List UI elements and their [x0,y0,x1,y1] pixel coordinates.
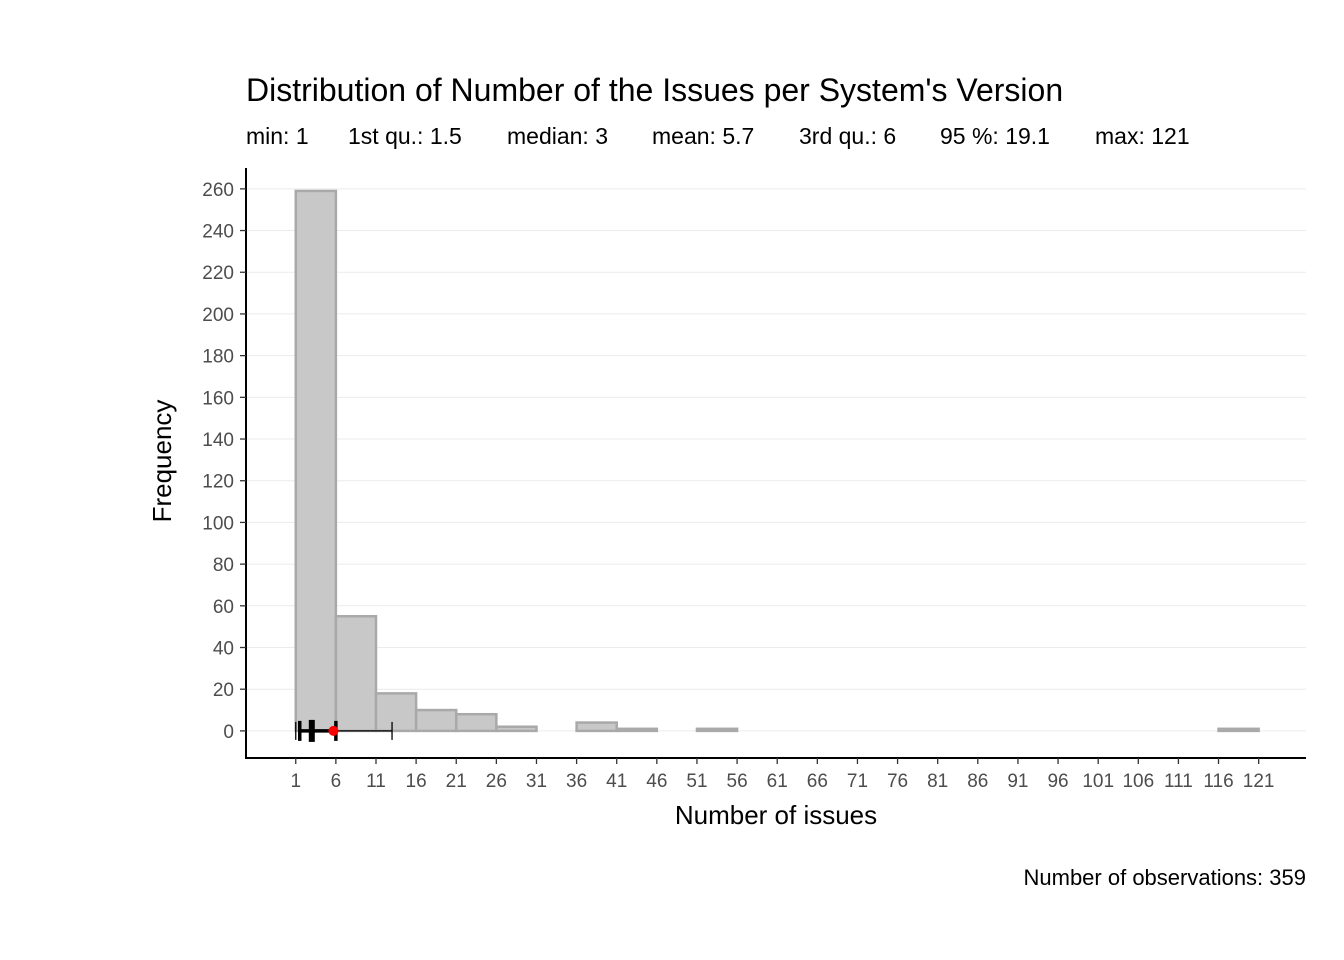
y-tick-label-20: 20 [213,680,234,701]
x-tick-label-111: 111 [1164,771,1193,792]
bar-36 [575,721,618,733]
x-tick-label-46: 46 [646,771,667,792]
x-tick-label-36: 36 [566,771,587,792]
x-tick-label-91: 91 [1007,771,1028,792]
y-tick-label-80: 80 [213,555,234,576]
histogram-bars [294,189,1260,733]
x-tick-label-116: 116 [1203,771,1233,792]
y-tick-label-200: 200 [202,305,234,326]
stat-max: max: 121 [1095,123,1190,149]
bar-21 [454,712,498,733]
x-tick-label-41: 41 [606,771,627,792]
y-tick-label-220: 220 [202,263,234,284]
bar-116 [1217,727,1260,733]
stat-q1: 1st qu.: 1.5 [348,123,462,149]
bar-16 [414,708,458,733]
stat-median: median: 3 [507,123,608,149]
x-tick-label-96: 96 [1047,771,1068,792]
observation-count-caption: Number of observations: 359 [1024,865,1307,890]
x-tick-label-26: 26 [486,771,507,792]
mean-point [328,725,339,736]
x-axis-title: Number of issues [675,800,877,830]
y-tick-label-140: 140 [202,430,234,451]
x-tick-label-81: 81 [927,771,948,792]
grid-lines [246,188,1306,732]
x-tick-label-86: 86 [967,771,988,792]
y-tick-label-40: 40 [213,639,234,660]
y-tick-label-120: 120 [202,472,234,493]
stat-mean: mean: 5.7 [652,123,754,149]
stat-q3: 3rd qu.: 6 [799,123,896,149]
x-tick-label-66: 66 [807,771,828,792]
stat-p95: 95 %: 19.1 [940,123,1050,149]
x-tick-label-61: 61 [767,771,788,792]
x-tick-label-6: 6 [331,771,342,792]
y-tick-label-240: 240 [202,222,234,243]
x-tick-label-21: 21 [446,771,467,792]
stat-min: min: 1 [246,123,309,149]
x-tick-label-1: 1 [290,771,301,792]
summary-boxplot [295,719,393,742]
x-axis-ticks: 1 6 11 16 21 26 31 36 41 46 51 56 61 66 71 76 81 86 91 96 10… [290,758,1275,792]
y-tick-label-100: 100 [202,513,234,534]
x-tick-label-31: 31 [526,771,547,792]
y-tick-label-160: 160 [202,388,234,409]
bar-26 [495,725,538,733]
chart-title: Distribution of Number of the Issues per… [246,72,1063,108]
x-tick-label-106: 106 [1122,771,1154,792]
x-tick-label-76: 76 [887,771,908,792]
y-tick-label-60: 60 [213,597,234,618]
y-tick-label-0: 0 [223,722,234,743]
y-tick-label-180: 180 [202,347,234,368]
bar-11 [374,692,418,733]
bar-41 [615,727,659,733]
x-tick-label-16: 16 [406,771,427,792]
y-tick-label-260: 260 [202,180,234,201]
x-tick-label-101: 101 [1082,771,1114,792]
y-axis-ticks: 0 20 40 60 80 100 120 140 160 180 200 220 240 260 [202,180,246,743]
x-tick-label-51: 51 [686,771,707,792]
y-axis-title: Frequency [147,400,177,523]
x-tick-label-56: 56 [727,771,748,792]
bar-6 [334,614,378,733]
x-tick-label-121: 121 [1243,771,1275,792]
bar-1 [294,189,338,733]
x-tick-label-11: 11 [366,771,386,792]
axes [245,168,1306,759]
x-tick-label-71: 71 [847,771,868,792]
bar-51 [695,727,739,733]
